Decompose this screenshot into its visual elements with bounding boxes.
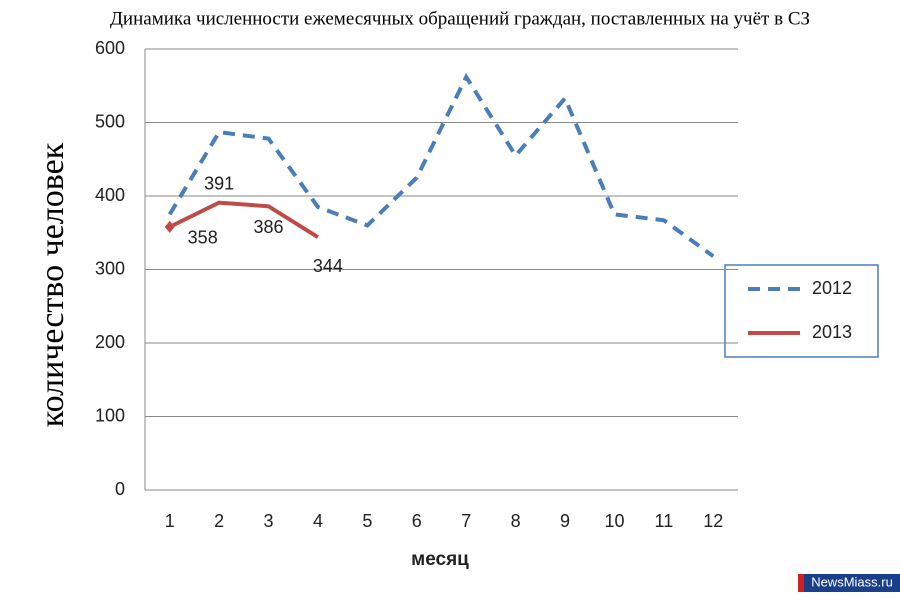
x-tick-label: 1 (165, 511, 175, 531)
x-tick-label: 7 (461, 511, 471, 531)
x-tick-label: 6 (412, 511, 422, 531)
data-label: 391 (204, 173, 234, 193)
x-tick-label: 12 (703, 511, 723, 531)
x-tick-label: 11 (655, 511, 674, 531)
x-tick-label: 3 (264, 511, 274, 531)
y-tick-label: 500 (95, 111, 125, 131)
data-label: 358 (188, 228, 218, 248)
series-line (167, 72, 715, 258)
y-tick-label: 400 (95, 185, 125, 205)
legend-label: 2012 (812, 278, 852, 298)
x-tick-label: 9 (560, 511, 570, 531)
y-tick-label: 0 (115, 479, 125, 499)
series-line (168, 200, 320, 239)
chart-title: Динамика численности ежемесячных обращен… (110, 8, 810, 29)
legend-label: 2013 (812, 322, 852, 342)
x-tick-label: 10 (604, 511, 624, 531)
data-label: 344 (313, 256, 343, 276)
x-tick-label: 4 (313, 511, 323, 531)
x-tick-label: 5 (362, 511, 372, 531)
x-tick-label: 8 (511, 511, 521, 531)
x-tick-label: 2 (214, 511, 224, 531)
legend-box (724, 264, 879, 358)
y-axis-label: количество человек (34, 142, 71, 427)
y-tick-label: 300 (95, 258, 125, 278)
y-tick-label: 600 (95, 38, 125, 58)
watermark-accent (798, 574, 804, 592)
watermark: NewsMiass.ru (811, 574, 893, 589)
y-tick-label: 200 (95, 332, 125, 352)
watermark-bg (798, 574, 900, 592)
x-axis-label: месяц (411, 549, 469, 570)
data-label: 386 (254, 217, 284, 237)
point-marker (164, 220, 175, 233)
y-tick-label: 100 (95, 405, 125, 425)
